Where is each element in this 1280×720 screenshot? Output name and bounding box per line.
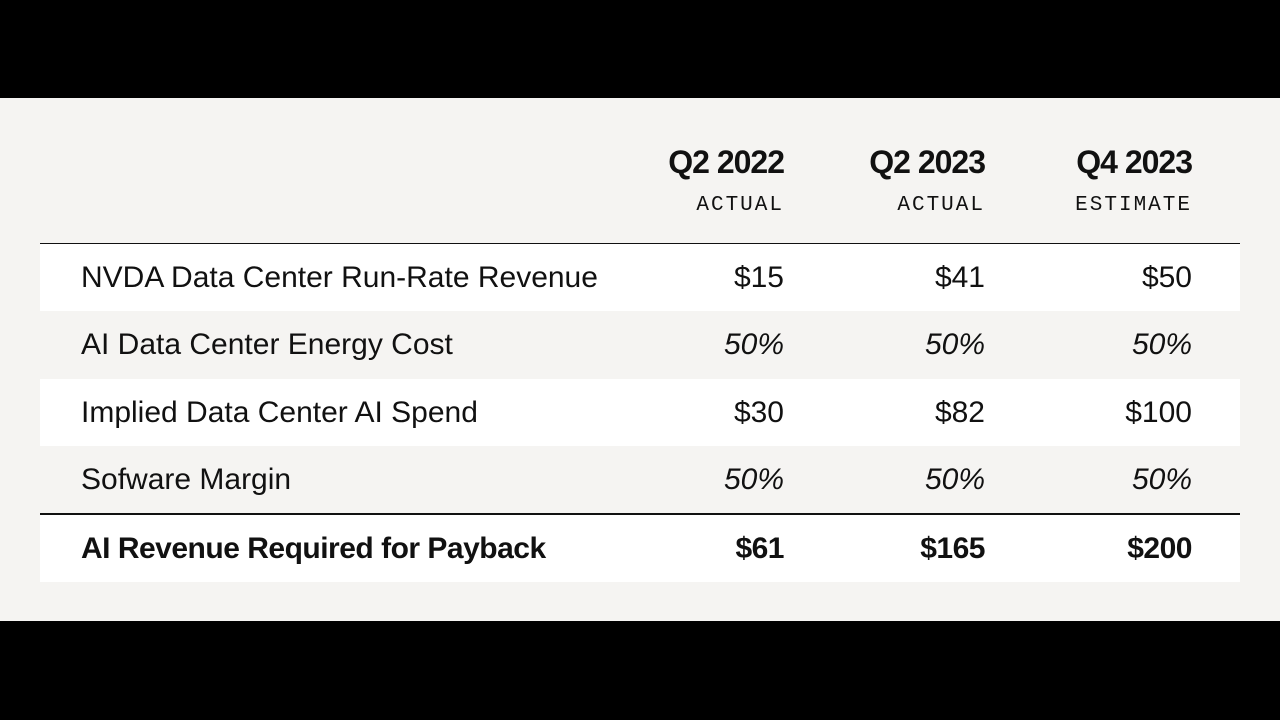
table-cell: 50% <box>1131 328 1192 361</box>
table-cell: 50% <box>924 463 985 496</box>
total-rule <box>40 513 1240 515</box>
table-cell: 50% <box>1131 463 1192 496</box>
table-cell: $61 <box>735 532 784 565</box>
table-cell: $200 <box>1127 532 1192 565</box>
table-cell: 50% <box>723 463 784 496</box>
column-header-q4-2023: Q4 2023 ESTIMATE <box>932 98 1193 238</box>
table-cell: $50 <box>1141 261 1192 294</box>
table-row: AI Data Center Energy Cost 50% 50% 50% <box>40 311 1240 378</box>
row-label: Sofware Margin <box>81 463 292 496</box>
table-cell: $165 <box>920 532 985 565</box>
column-period: Q2 2022 <box>668 144 785 180</box>
row-label: NVDA Data Center Run-Rate Revenue <box>81 261 598 294</box>
column-kind: ACTUAL <box>696 194 784 217</box>
column-kind: ACTUAL <box>897 194 985 217</box>
column-header-q2-2022: Q2 2022 ACTUAL <box>524 98 785 238</box>
row-label: AI Revenue Required for Payback <box>81 532 546 565</box>
column-period: Q2 2023 <box>869 144 986 180</box>
table-row: Implied Data Center AI Spend $30 $82 $10… <box>40 379 1240 446</box>
row-label: Implied Data Center AI Spend <box>81 396 478 429</box>
column-period: Q4 2023 <box>1076 144 1193 180</box>
header-rule <box>40 243 1240 245</box>
table-row: Sofware Margin 50% 50% 50% <box>40 446 1240 513</box>
column-header-q2-2023: Q2 2023 ACTUAL <box>725 98 986 238</box>
row-label: AI Data Center Energy Cost <box>81 328 453 361</box>
table-cell: $41 <box>934 261 985 294</box>
table-cell: 50% <box>723 328 784 361</box>
column-kind: ESTIMATE <box>1075 194 1192 217</box>
table-row-total: AI Revenue Required for Payback $61 $165… <box>40 515 1240 582</box>
payback-table: Q2 2022 ACTUAL Q2 2023 ACTUAL Q4 2023 ES… <box>40 98 1240 621</box>
table-cell: 50% <box>924 328 985 361</box>
table-row: NVDA Data Center Run-Rate Revenue $15 $4… <box>40 244 1240 311</box>
table-cell: $82 <box>934 396 985 429</box>
table-cell: $100 <box>1125 396 1192 429</box>
table-cell: $15 <box>733 261 784 294</box>
slide: Q2 2022 ACTUAL Q2 2023 ACTUAL Q4 2023 ES… <box>0 98 1280 621</box>
table-cell: $30 <box>733 396 784 429</box>
